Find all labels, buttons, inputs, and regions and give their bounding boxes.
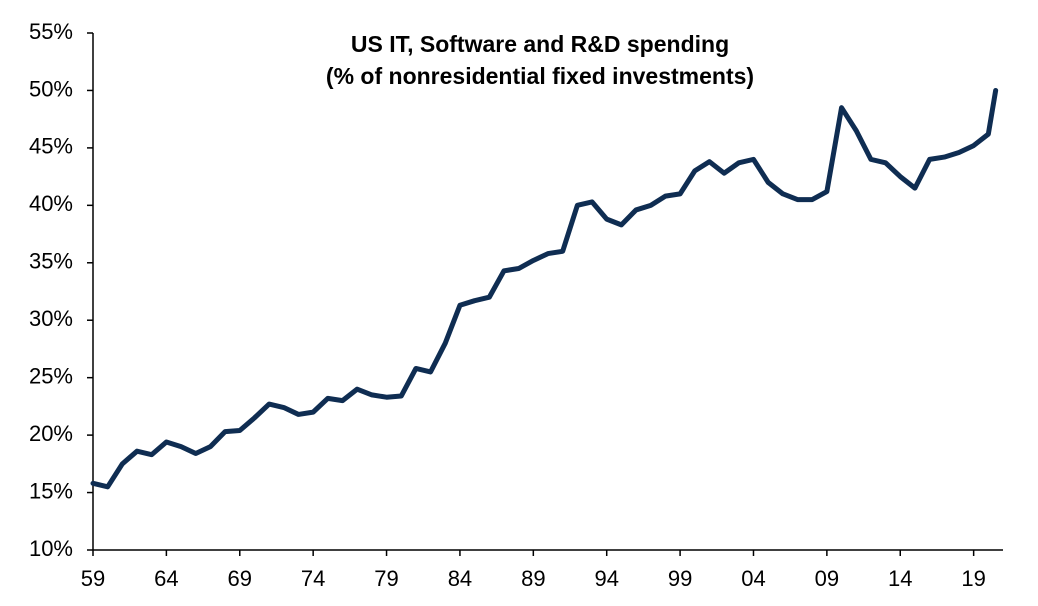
x-tick-label: 59 <box>81 566 105 591</box>
x-tick-label: 14 <box>888 566 912 591</box>
x-tick-label: 74 <box>301 566 325 591</box>
y-tick-label: 35% <box>29 249 73 274</box>
x-tick-label: 84 <box>448 566 472 591</box>
y-tick-label: 55% <box>29 19 73 44</box>
chart-title: US IT, Software and R&D spending <box>351 31 729 57</box>
y-tick-label: 50% <box>29 76 73 101</box>
y-tick-label: 10% <box>29 536 73 561</box>
x-tick-label: 69 <box>228 566 252 591</box>
x-tick-label: 09 <box>815 566 839 591</box>
y-tick-label: 15% <box>29 478 73 503</box>
x-tick-label: 89 <box>521 566 545 591</box>
x-tick-label: 04 <box>741 566 765 591</box>
x-tick-label: 79 <box>374 566 398 591</box>
y-tick-label: 20% <box>29 421 73 446</box>
x-tick-label: 99 <box>668 566 692 591</box>
chart-subtitle: (% of nonresidential fixed investments) <box>326 63 754 89</box>
data-line <box>90 87 999 490</box>
y-tick-label: 45% <box>29 134 73 159</box>
y-tick-label: 25% <box>29 363 73 388</box>
y-tick-label: 40% <box>29 191 73 216</box>
y-tick-label: 30% <box>29 306 73 331</box>
x-tick-label: 94 <box>594 566 618 591</box>
x-tick-label: 64 <box>154 566 178 591</box>
x-tick-label: 19 <box>961 566 985 591</box>
